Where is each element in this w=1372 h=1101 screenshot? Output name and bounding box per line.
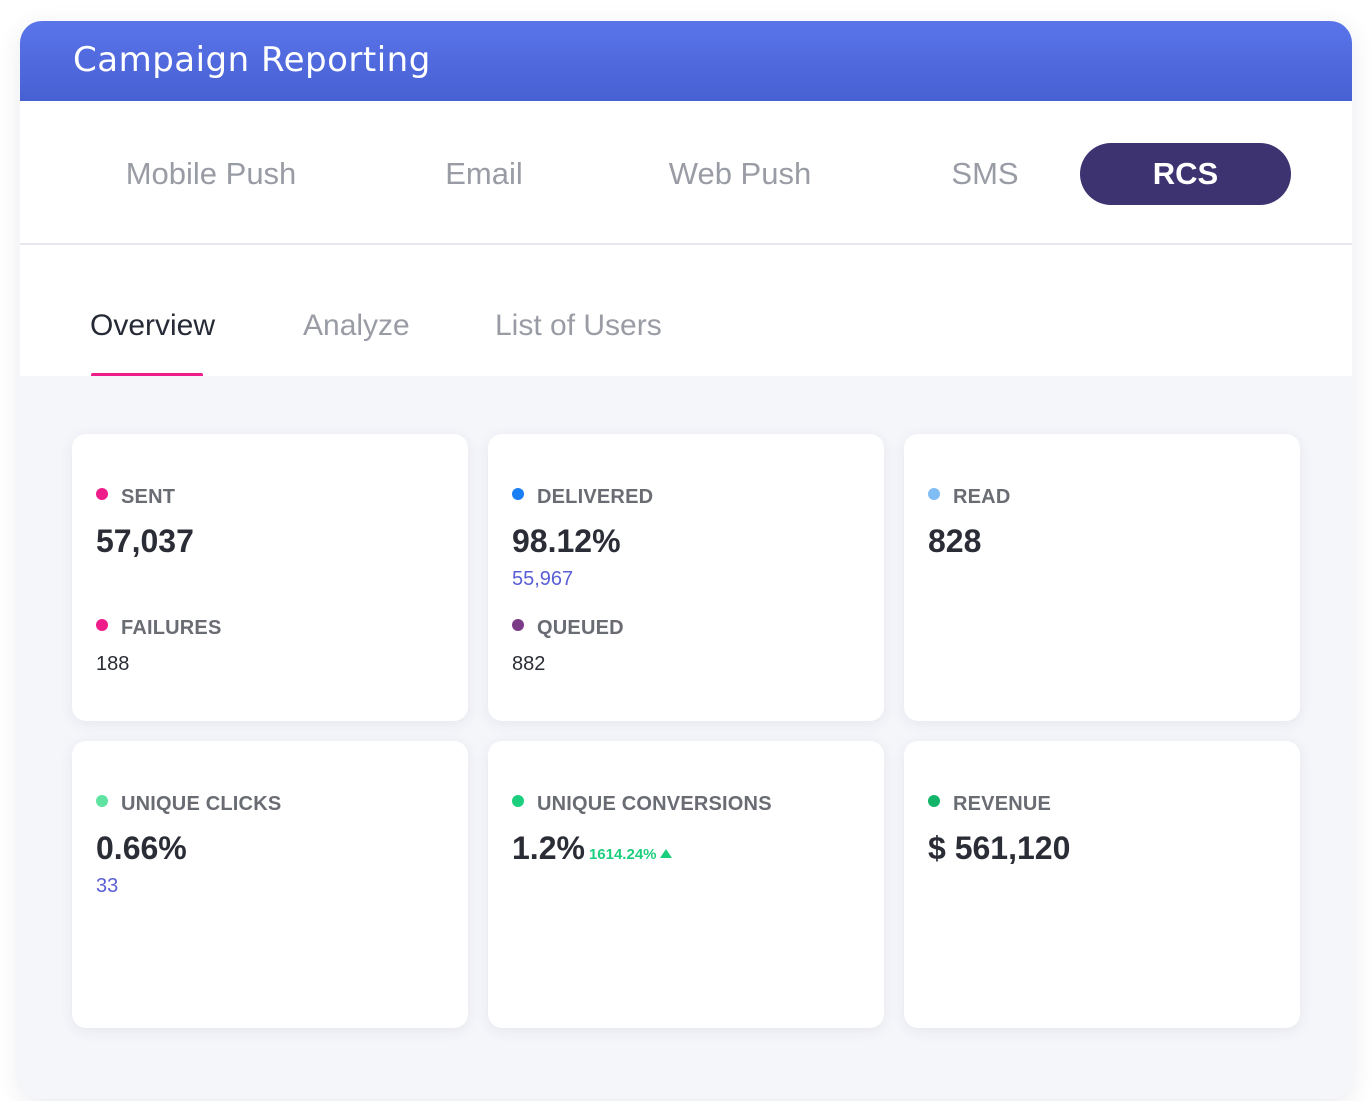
unique-clicks-label: UNIQUE CLICKS	[121, 793, 282, 815]
sent-card: SENT 57,037 FAILURES 188	[72, 434, 468, 721]
page-title: Campaign Reporting	[73, 40, 431, 80]
delivered-dot-icon	[512, 488, 524, 500]
metrics-area: SENT 57,037 FAILURES 188 DELIVERED 98.12…	[20, 376, 1352, 1099]
unique-clicks-card: UNIQUE CLICKS 0.66% 33	[72, 741, 468, 1028]
delivered-label-row: DELIVERED	[512, 486, 653, 509]
revenue-label: REVENUE	[953, 793, 1052, 815]
trend-up-arrow-icon	[659, 849, 672, 858]
queued-label: QUEUED	[537, 617, 624, 639]
channel-tabs: Mobile Push Email Web Push SMS RCS	[20, 101, 1352, 245]
revenue-label-row: REVENUE	[928, 793, 1051, 816]
read-card: READ 828	[904, 434, 1300, 721]
revenue-card: REVENUE $ 561,120	[904, 741, 1300, 1028]
sent-value: 57,037	[96, 523, 194, 559]
delivered-count: 55,967	[512, 568, 574, 590]
subtab-list-of-users[interactable]: List of Users	[495, 309, 662, 342]
header-bar: Campaign Reporting	[20, 21, 1352, 101]
unique-conversions-value: 1.2%	[512, 830, 585, 866]
sent-dot-icon	[96, 488, 108, 500]
queued-label-row: QUEUED	[512, 617, 624, 640]
queued-value: 882	[512, 653, 546, 675]
read-dot-icon	[928, 488, 940, 500]
campaign-reporting-panel: Campaign Reporting Mobile Push Email Web…	[20, 21, 1352, 1099]
delivered-card: DELIVERED 98.12% 55,967 QUEUED 882	[488, 434, 884, 721]
failures-label: FAILURES	[121, 617, 222, 639]
read-label-row: READ	[928, 486, 1010, 509]
unique-clicks-count: 33	[96, 875, 119, 897]
revenue-dot-icon	[928, 795, 940, 807]
tab-mobile-push[interactable]: Mobile Push	[125, 156, 297, 191]
conversion-trend-badge: 1614.24%	[589, 846, 672, 863]
sent-label: SENT	[121, 486, 176, 508]
failures-dot-icon	[96, 619, 108, 631]
failures-value: 188	[96, 653, 130, 675]
tab-sms[interactable]: SMS	[951, 156, 1019, 191]
tab-web-push[interactable]: Web Push	[668, 156, 812, 191]
tab-rcs[interactable]: RCS	[1080, 143, 1291, 205]
conversion-trend-value: 1614.24%	[588, 846, 657, 863]
subtab-analyze[interactable]: Analyze	[303, 309, 410, 342]
unique-conversions-value-row: 1.2% 1614.24%	[512, 830, 672, 867]
read-label: READ	[953, 486, 1011, 508]
unique-conversions-label-row: UNIQUE CONVERSIONS	[512, 793, 772, 816]
queued-dot-icon	[512, 619, 524, 631]
sent-label-row: SENT	[96, 486, 175, 509]
delivered-label: DELIVERED	[537, 486, 654, 508]
tab-email[interactable]: Email	[445, 156, 523, 191]
active-subtab-underline	[91, 373, 203, 377]
subtab-overview[interactable]: Overview	[90, 309, 216, 342]
unique-conversions-label: UNIQUE CONVERSIONS	[537, 793, 772, 815]
unique-conversions-card: UNIQUE CONVERSIONS 1.2% 1614.24%	[488, 741, 884, 1028]
read-value: 828	[928, 523, 982, 559]
report-subtabs: Overview Analyze List of Users	[20, 245, 1352, 377]
delivered-value: 98.12%	[512, 523, 621, 559]
unique-clicks-value: 0.66%	[96, 830, 187, 866]
failures-label-row: FAILURES	[96, 617, 222, 640]
unique-conversions-dot-icon	[512, 795, 524, 807]
unique-clicks-dot-icon	[96, 795, 108, 807]
revenue-value: $ 561,120	[928, 830, 1071, 866]
unique-clicks-label-row: UNIQUE CLICKS	[96, 793, 281, 816]
